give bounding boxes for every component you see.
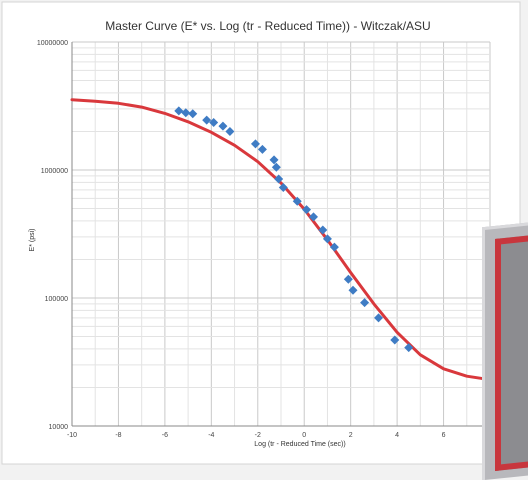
x-tick-label: 4 <box>395 432 399 439</box>
data-point <box>250 139 260 149</box>
data-point <box>360 298 370 308</box>
data-point <box>202 115 212 125</box>
y-tick-label: 10000 <box>49 424 69 431</box>
y-tick-label: 10000000 <box>37 40 68 47</box>
fitted-curve-line <box>70 98 492 382</box>
data-point <box>318 225 328 235</box>
y-axis-label: E* (psi) <box>29 229 36 252</box>
x-tick-label: -4 <box>208 432 214 439</box>
data-point <box>404 343 414 353</box>
monitor-frame <box>482 220 528 480</box>
data-point <box>209 118 219 128</box>
x-tick-label: -6 <box>162 432 168 439</box>
x-axis-label: Log (tr - Reduced Time (sec)) <box>254 441 345 448</box>
data-point <box>218 121 228 131</box>
data-point <box>174 106 184 116</box>
data-point <box>322 234 332 244</box>
data-point <box>309 212 319 222</box>
data-point <box>374 313 384 323</box>
x-tick-label: 2 <box>349 432 353 439</box>
data-point <box>257 144 267 154</box>
x-tick-label: -8 <box>115 432 121 439</box>
x-tick-label: 6 <box>442 432 446 439</box>
monitor-screen <box>495 234 528 471</box>
data-point <box>278 182 288 192</box>
data-point <box>329 242 339 252</box>
data-point <box>292 196 302 206</box>
y-tick-label: 1000000 <box>41 168 68 175</box>
master-curve-chart: Master Curve (E* vs. Log (tr - Reduced T… <box>1 1 521 465</box>
y-tick-label: 100000 <box>45 296 68 303</box>
data-point <box>343 274 353 284</box>
data-point <box>271 162 281 172</box>
data-point <box>225 126 235 136</box>
chart-background <box>1 1 521 465</box>
data-point <box>302 205 312 215</box>
data-point <box>348 285 358 295</box>
data-point <box>181 108 191 118</box>
x-tick-label: -2 <box>255 432 261 439</box>
data-point <box>390 335 400 345</box>
x-tick-label: -10 <box>67 432 77 439</box>
chart-title: Master Curve (E* vs. Log (tr - Reduced T… <box>105 19 430 33</box>
x-tick-label: 0 <box>302 432 306 439</box>
data-point <box>274 174 284 184</box>
data-point <box>188 109 198 119</box>
data-point <box>269 155 279 165</box>
